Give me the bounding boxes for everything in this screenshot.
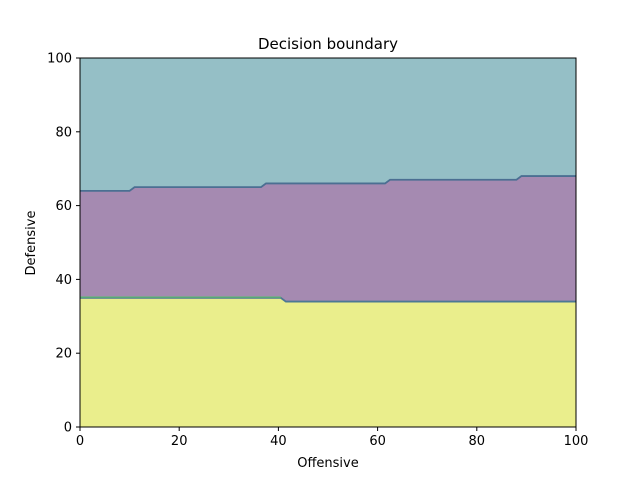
y-axis-ticks: 0 20 40 60 80 100 [47,52,80,436]
plot-area [80,58,576,427]
region-top [80,58,576,191]
boundary-line-lower [80,296,576,303]
y-tick-label: 60 [55,199,72,214]
x-tick-label: 40 [270,434,287,449]
x-axis-label: Offensive [297,456,359,471]
x-tick-label: 60 [369,434,386,449]
x-axis-ticks: 0 20 40 60 80 100 [76,427,589,449]
x-tick-label: 0 [76,434,84,449]
x-tick-label: 80 [469,434,486,449]
y-tick-label: 100 [47,52,72,67]
y-tick-label: 40 [55,273,72,288]
x-tick-label: 100 [564,434,589,449]
x-tick-label: 20 [171,434,188,449]
axes-frame [79,57,577,428]
y-tick-label: 0 [64,421,72,436]
region-bottom [80,297,576,427]
chart-title: Decision boundary [258,35,398,53]
boundary-line-upper [80,175,576,192]
y-tick-label: 20 [55,347,72,362]
region-middle [80,176,576,302]
boundary-lines [80,175,576,303]
y-axis-label: Defensive [24,211,39,276]
y-tick-label: 80 [55,125,72,140]
